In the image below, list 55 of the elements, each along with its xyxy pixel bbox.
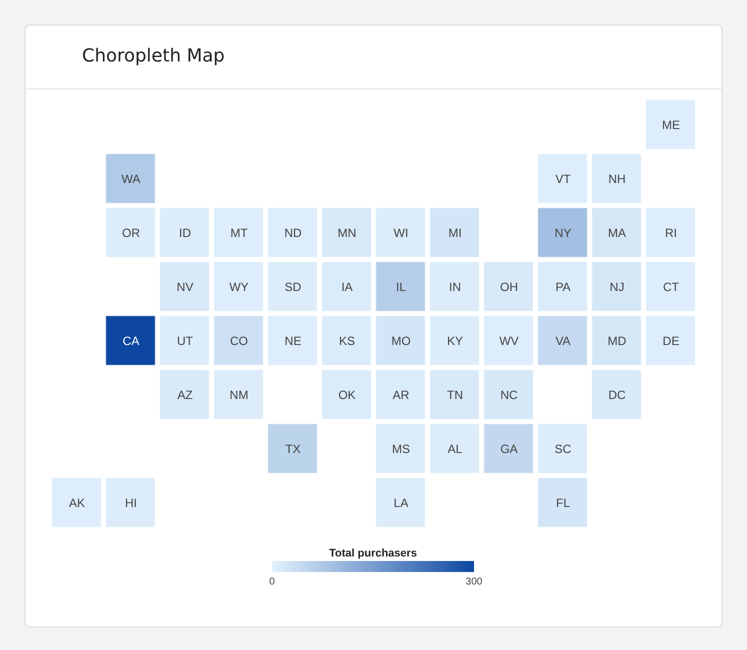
data-label: RI — [665, 226, 677, 240]
data-label: UT — [177, 334, 194, 348]
data-label: VA — [555, 334, 571, 348]
data-label: WV — [499, 334, 519, 348]
data-label: AL — [448, 442, 463, 456]
data-label: NE — [284, 334, 302, 348]
data-label: NJ — [610, 280, 624, 294]
data-label: OH — [500, 280, 518, 294]
data-label: CT — [663, 280, 680, 294]
data-label: NH — [608, 172, 626, 186]
data-label: MD — [608, 334, 627, 348]
data-label: SC — [554, 442, 572, 456]
data-label: PA — [555, 280, 571, 294]
data-label: NY — [554, 226, 572, 240]
data-label: WA — [122, 172, 140, 186]
data-label: MO — [391, 334, 411, 348]
data-label: OR — [122, 226, 140, 240]
data-label: KY — [446, 334, 464, 348]
data-label: DE — [662, 334, 680, 348]
data-label: MT — [230, 226, 248, 240]
data-label: TX — [285, 442, 301, 456]
data-label: GA — [500, 442, 518, 456]
data-label: WY — [229, 280, 249, 294]
data-label: AK — [68, 496, 86, 510]
data-label: NC — [500, 388, 518, 402]
data-label: MA — [608, 226, 626, 240]
data-label: IA — [341, 280, 353, 294]
color-bar-title: Total purchasers — [329, 547, 417, 560]
data-label: MI — [448, 226, 462, 240]
data-label: MN — [338, 226, 356, 240]
data-label: TN — [447, 388, 463, 402]
data-label: LA — [394, 496, 408, 510]
data-label: FL — [556, 496, 570, 510]
data-label: MS — [392, 442, 410, 456]
data-label: KS — [338, 334, 356, 348]
data-label: IL — [396, 280, 406, 294]
data-label: IN — [449, 280, 461, 294]
data-label: DC — [608, 388, 626, 402]
data-label: VT — [555, 172, 572, 186]
data-label: HI — [125, 496, 137, 510]
color-bar-label: 300 — [466, 576, 483, 588]
data-label: SD — [284, 280, 302, 294]
data-label: OK — [338, 388, 356, 402]
data-label: AR — [392, 388, 410, 402]
data-label: NM — [230, 388, 248, 402]
data-label: ME — [662, 118, 680, 132]
data-label: NV — [176, 280, 194, 294]
color-bar-label: 0 — [269, 576, 276, 588]
data-label: ND — [284, 226, 302, 240]
data-label: ID — [179, 226, 192, 240]
data-label: AZ — [177, 388, 193, 402]
data-label: WI — [394, 226, 408, 240]
data-label: CA — [122, 334, 140, 348]
data-label: CO — [230, 334, 248, 348]
chart-title: Choropleth Map — [82, 45, 225, 66]
